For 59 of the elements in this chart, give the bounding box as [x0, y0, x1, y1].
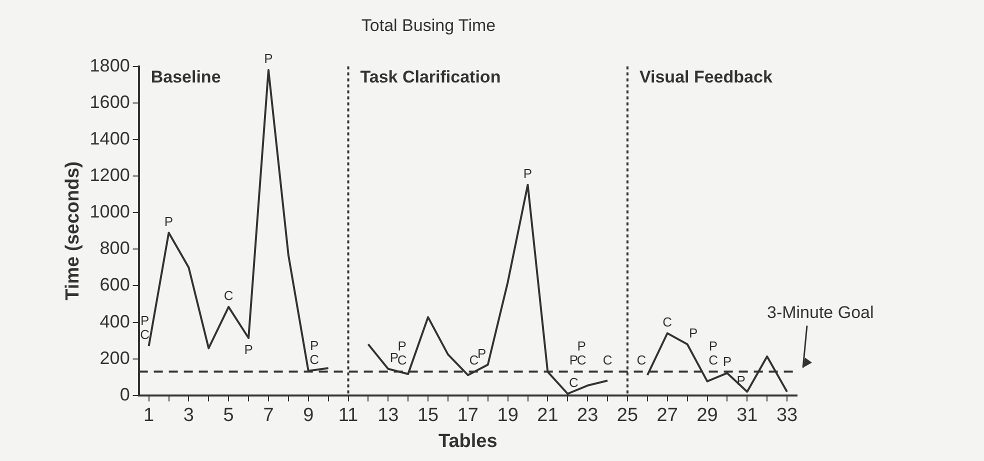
- x-tick-label: 33: [776, 405, 798, 426]
- annotation: P: [722, 354, 732, 370]
- y-tick-label: 1400: [90, 128, 130, 148]
- annotation: C: [469, 352, 479, 368]
- y-tick-label: 400: [100, 311, 130, 332]
- annotation: Task Clarification: [360, 68, 501, 87]
- annotation: C: [636, 352, 646, 368]
- x-tick-label: 27: [656, 405, 678, 426]
- annotation: C: [568, 374, 578, 390]
- annotation: P: [523, 166, 532, 181]
- x-tick-label: 13: [378, 405, 399, 426]
- annotation: P: [577, 338, 586, 354]
- annotation: P: [478, 346, 486, 361]
- annotation: C: [662, 314, 672, 330]
- x-tick-label: 17: [457, 405, 478, 426]
- annotation: C: [397, 352, 407, 368]
- x-tick-label: 3: [183, 405, 194, 426]
- annotation: C: [576, 352, 586, 368]
- annotation: P: [164, 214, 174, 229]
- y-tick-label: 0: [120, 384, 130, 404]
- x-tick-label: 19: [497, 405, 518, 426]
- annotation: P: [688, 325, 698, 340]
- y-axis-title: Time (seconds): [62, 161, 84, 300]
- y-tick-label: 1000: [90, 202, 130, 222]
- y-tick-label: 1600: [90, 92, 130, 112]
- annotation: P: [398, 338, 406, 354]
- y-tick-label: 200: [100, 348, 130, 368]
- x-tick-label: 1: [144, 405, 154, 426]
- x-tick-label: 21: [537, 405, 558, 426]
- y-tick-label: 800: [100, 238, 130, 258]
- annotation: P: [310, 338, 319, 353]
- x-tick-label: 11: [338, 405, 358, 426]
- x-tick-label: 25: [616, 405, 638, 426]
- annotation: P: [569, 352, 578, 368]
- annotation: C: [310, 352, 320, 367]
- annotation: P: [244, 342, 253, 358]
- x-axis-title: Tables: [438, 430, 498, 452]
- y-tick-label: 1800: [90, 55, 130, 76]
- annotation: P: [140, 313, 150, 328]
- x-tick-label: 23: [577, 405, 598, 426]
- annotation: P: [708, 338, 718, 354]
- x-tick-label: 15: [417, 405, 439, 426]
- annotation: Baseline: [150, 68, 221, 87]
- y-tick-label: 1200: [90, 165, 130, 186]
- x-tick-label: 9: [303, 405, 314, 426]
- annotation: C: [224, 288, 234, 304]
- annotation: P: [264, 51, 273, 66]
- annotation: C: [140, 327, 150, 342]
- ref-line-label: 3-Minute Goal: [767, 302, 874, 322]
- annotation: C: [708, 352, 718, 368]
- y-tick-label: 600: [100, 274, 130, 295]
- annotation: P: [390, 350, 398, 365]
- annotation: Visual Feedback: [639, 68, 773, 87]
- x-tick-label: 5: [223, 405, 234, 426]
- chart-title: Total Busing Time: [361, 16, 496, 35]
- x-tick-label: 7: [263, 405, 274, 426]
- x-tick-label: 29: [696, 405, 718, 426]
- annotation: C: [602, 352, 612, 368]
- x-tick-label: 31: [736, 405, 758, 426]
